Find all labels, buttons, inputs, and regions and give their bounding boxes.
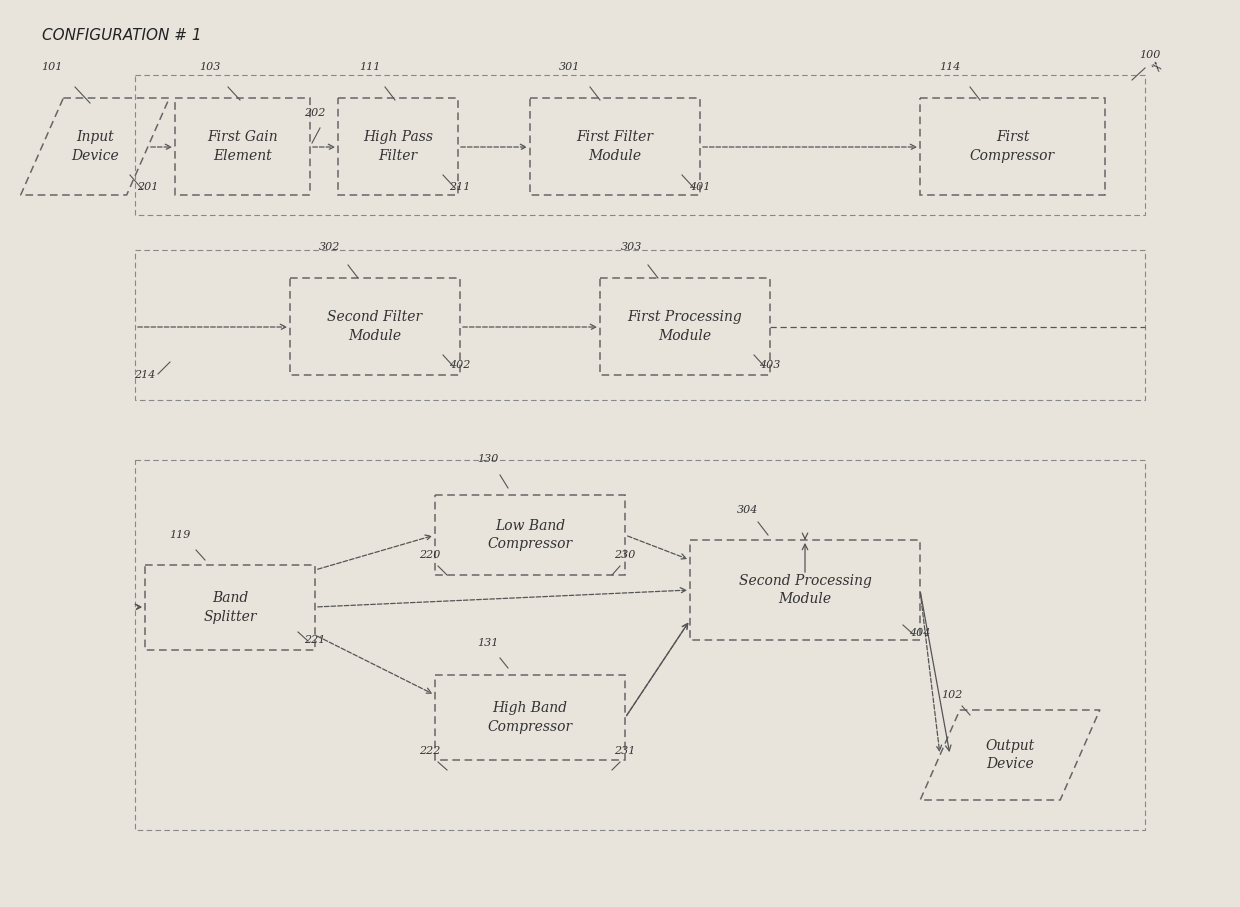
Text: 119: 119: [170, 530, 191, 540]
Text: 230: 230: [614, 550, 636, 560]
Text: First Gain
Element: First Gain Element: [207, 131, 278, 162]
Bar: [290, 278, 460, 375]
Bar: [435, 495, 625, 575]
Bar: [135, 460, 1145, 830]
Text: 302: 302: [320, 242, 341, 252]
Text: 303: 303: [621, 242, 642, 252]
Text: 304: 304: [738, 505, 759, 515]
Text: 103: 103: [200, 62, 221, 72]
Bar: [145, 565, 315, 650]
Text: 401: 401: [689, 182, 711, 192]
Text: CONFIGURATION # 1: CONFIGURATION # 1: [42, 28, 202, 43]
Text: Output
Device: Output Device: [986, 739, 1034, 771]
Bar: [135, 75, 1145, 215]
Text: High Band
Compressor: High Band Compressor: [487, 701, 573, 734]
Text: Input
Device: Input Device: [71, 131, 119, 162]
Bar: [435, 675, 625, 760]
Bar: [920, 98, 1105, 195]
Text: 221: 221: [304, 635, 326, 645]
Text: ✂: ✂: [1146, 59, 1164, 77]
Bar: [135, 250, 1145, 400]
Text: 101: 101: [41, 62, 63, 72]
Text: Second Processing
Module: Second Processing Module: [739, 574, 872, 606]
Bar: [689, 540, 920, 640]
Text: Second Filter
Module: Second Filter Module: [327, 310, 423, 343]
Text: 231: 231: [614, 746, 636, 756]
Text: 130: 130: [477, 454, 498, 464]
Text: 131: 131: [477, 638, 498, 648]
Text: High Pass
Filter: High Pass Filter: [363, 131, 433, 162]
Text: 202: 202: [304, 108, 326, 118]
Text: 114: 114: [940, 62, 961, 72]
Text: 211: 211: [449, 182, 471, 192]
Text: 214: 214: [134, 370, 156, 380]
Text: 403: 403: [759, 360, 781, 370]
Text: 301: 301: [559, 62, 580, 72]
Bar: [529, 98, 701, 195]
Text: 222: 222: [419, 746, 440, 756]
Text: 402: 402: [449, 360, 471, 370]
Text: 201: 201: [138, 182, 159, 192]
Text: 111: 111: [360, 62, 381, 72]
Text: First
Compressor: First Compressor: [970, 131, 1055, 162]
Text: First Filter
Module: First Filter Module: [577, 131, 653, 162]
Text: 100: 100: [1140, 50, 1161, 60]
Text: Low Band
Compressor: Low Band Compressor: [487, 519, 573, 551]
Bar: [339, 98, 458, 195]
Bar: [175, 98, 310, 195]
Bar: [600, 278, 770, 375]
Text: 102: 102: [941, 690, 962, 700]
Text: Band
Splitter: Band Splitter: [203, 591, 257, 624]
Text: First Processing
Module: First Processing Module: [627, 310, 743, 343]
Text: 404: 404: [909, 628, 931, 638]
Text: 220: 220: [419, 550, 440, 560]
